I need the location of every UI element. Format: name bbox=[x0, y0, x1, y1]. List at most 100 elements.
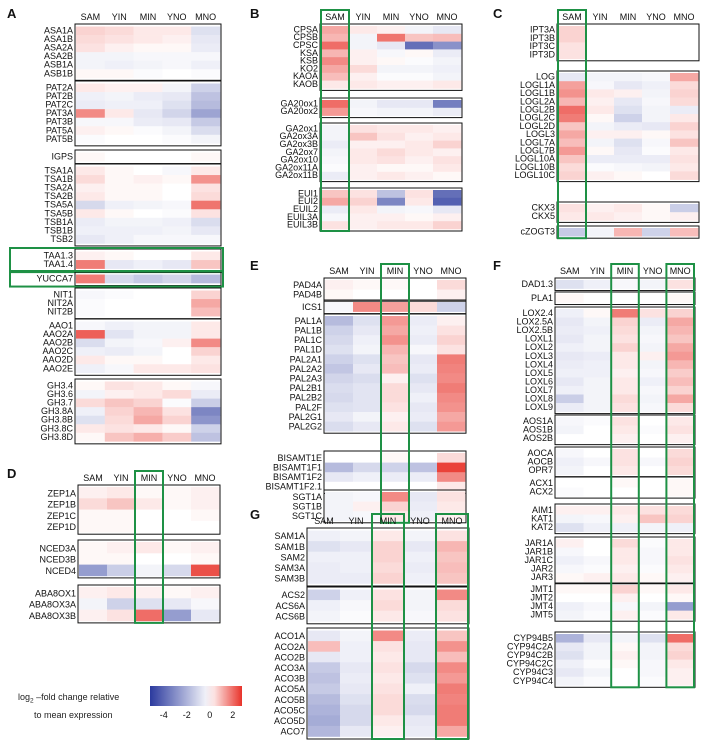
heatmap-cell bbox=[377, 148, 406, 157]
heatmap-cell bbox=[642, 212, 671, 221]
column-label: SAM bbox=[83, 473, 103, 483]
heatmap-cell bbox=[377, 190, 406, 199]
heatmap-cell bbox=[107, 587, 136, 599]
heatmap-cell bbox=[162, 299, 192, 308]
heatmap-cell bbox=[638, 539, 667, 548]
row-label: KSB bbox=[300, 56, 318, 66]
heatmap-cell bbox=[308, 694, 341, 705]
heatmap-cell bbox=[107, 564, 136, 577]
row-label: SAM3B bbox=[274, 574, 305, 584]
row-label: BISAMT1F2 bbox=[273, 472, 322, 482]
row-label: CYP94B5 bbox=[513, 633, 553, 643]
heatmap-cell bbox=[556, 676, 584, 686]
heatmap-cell bbox=[107, 498, 136, 510]
heatmap-cell bbox=[583, 676, 612, 686]
heatmap-cell bbox=[76, 117, 106, 127]
heatmap-cell bbox=[638, 457, 667, 467]
heatmap-cell bbox=[308, 641, 341, 652]
heatmap-cell bbox=[135, 598, 164, 610]
heatmap-cell bbox=[666, 351, 695, 361]
row-label: TSB1B bbox=[44, 225, 73, 235]
heatmap-cell bbox=[104, 200, 134, 210]
heatmap-cell bbox=[133, 398, 163, 408]
heatmap-cell bbox=[162, 355, 192, 365]
heatmap-cell bbox=[353, 383, 382, 394]
heatmap-cell bbox=[611, 610, 640, 620]
heatmap-cell bbox=[558, 146, 587, 156]
heatmap-cell bbox=[353, 364, 382, 374]
heatmap-cell bbox=[104, 183, 134, 193]
heatmap-cell bbox=[409, 453, 438, 463]
row-label: ACO7 bbox=[280, 727, 305, 737]
heatmap-cell bbox=[558, 228, 587, 237]
heatmap-cell bbox=[405, 80, 434, 89]
heatmap-cell bbox=[638, 317, 667, 327]
heatmap-cell bbox=[437, 453, 466, 463]
heatmap-cell bbox=[349, 171, 378, 180]
row-label: PAT3A bbox=[46, 108, 73, 118]
heatmap-cell bbox=[409, 383, 438, 394]
heatmap-cell bbox=[340, 662, 373, 674]
heatmap-cell bbox=[404, 662, 437, 674]
heatmap-cell bbox=[666, 487, 695, 497]
heatmap-cell bbox=[381, 481, 410, 492]
heatmap-cell bbox=[638, 573, 667, 583]
row-label: LOXL7 bbox=[525, 385, 553, 395]
row-label: JMT2 bbox=[531, 593, 554, 603]
heatmap-cell bbox=[614, 105, 643, 115]
heatmap-cell bbox=[349, 57, 378, 66]
heatmap-cell bbox=[104, 398, 134, 408]
heatmap-cell bbox=[556, 280, 584, 289]
heatmap-cell bbox=[349, 221, 378, 230]
heatmap-cell bbox=[162, 109, 192, 118]
heatmap-cell bbox=[162, 217, 192, 227]
heatmap-cell bbox=[611, 403, 640, 412]
group-frame bbox=[74, 23, 222, 81]
heatmap-cell bbox=[340, 715, 373, 727]
heatmap-cell bbox=[666, 343, 695, 353]
heatmap-cell bbox=[586, 89, 615, 98]
heatmap-cell bbox=[79, 564, 108, 577]
heatmap-cell bbox=[133, 209, 163, 219]
heatmap-cell bbox=[191, 355, 221, 365]
heatmap-cell bbox=[340, 672, 373, 684]
column-label: YNO bbox=[413, 266, 433, 276]
heatmap-cell bbox=[583, 466, 612, 475]
row-label: ACX2 bbox=[529, 487, 553, 497]
heatmap-cell bbox=[381, 335, 410, 346]
group-frame bbox=[77, 539, 221, 579]
heatmap-cell bbox=[556, 326, 584, 335]
heatmap-cell bbox=[583, 334, 612, 344]
heatmap-cell bbox=[191, 381, 221, 391]
heatmap-cell bbox=[433, 140, 462, 149]
heatmap-cell bbox=[666, 317, 695, 327]
gene-group: ACO1AACO2AACO2BACO3AACO3BACO5AACO5BACO5C… bbox=[274, 627, 470, 740]
heatmap-cell bbox=[556, 343, 584, 353]
heatmap-cell bbox=[372, 530, 405, 542]
heatmap-cell bbox=[133, 321, 163, 331]
row-label: JAR1A bbox=[525, 538, 553, 548]
heatmap-cell bbox=[325, 373, 354, 384]
heatmap-cell bbox=[642, 34, 671, 43]
heatmap-cell bbox=[638, 585, 667, 594]
row-label: NCED4 bbox=[45, 566, 76, 576]
heatmap-cell bbox=[638, 377, 667, 387]
heatmap-cell bbox=[556, 479, 584, 488]
heatmap-cell bbox=[583, 425, 612, 435]
highlight-column bbox=[134, 470, 164, 624]
heatmap-cell bbox=[191, 290, 221, 300]
heatmap-cell bbox=[405, 65, 434, 74]
heatmap-cell bbox=[381, 373, 410, 384]
heatmap-cell bbox=[377, 65, 406, 74]
row-label: SAM1A bbox=[274, 531, 305, 541]
heatmap-cell bbox=[611, 668, 640, 678]
heatmap-cell bbox=[76, 347, 106, 356]
heatmap-cell bbox=[76, 217, 106, 227]
heatmap-cell bbox=[76, 290, 106, 300]
heatmap-cell bbox=[321, 140, 350, 149]
heatmap-cell bbox=[586, 42, 615, 51]
heatmap-cell bbox=[76, 307, 106, 317]
heatmap-cell bbox=[666, 539, 695, 548]
